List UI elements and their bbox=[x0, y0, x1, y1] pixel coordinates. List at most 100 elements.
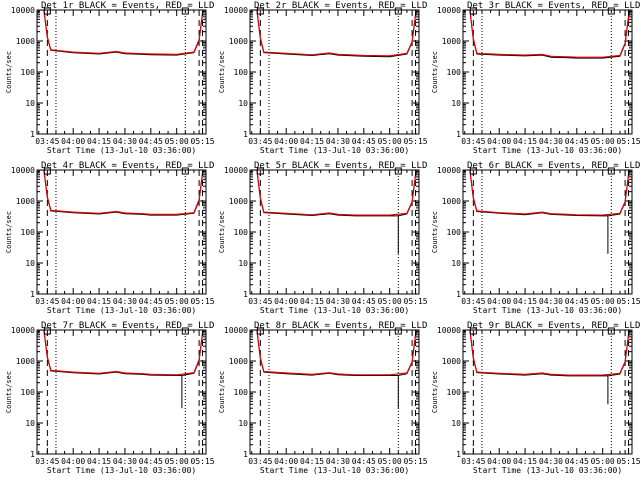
y-tick-label: 100 bbox=[447, 68, 462, 77]
chart-panel: Det 2r BLACK = Events, RED = LLD 1 10 100 10… bbox=[218, 1, 428, 155]
chart-panel: Det 6r BLACK = Events, RED = LLD 1 10 100 10… bbox=[431, 161, 640, 315]
x-tick-label: 05:00 bbox=[591, 457, 615, 466]
plot-area bbox=[250, 10, 418, 134]
y-tick-label: 10 bbox=[238, 259, 248, 268]
y-tick-label: 100 bbox=[234, 68, 249, 77]
plot-frame bbox=[36, 329, 207, 455]
x-tick-label: 04:30 bbox=[113, 137, 137, 146]
chart-panel: Det 3r BLACK = Events, RED = LLD 1 10 100 10… bbox=[431, 1, 640, 155]
x-tick-label: 04:00 bbox=[274, 137, 298, 146]
events-series-line bbox=[250, 170, 418, 254]
y-tick-label: 1 bbox=[243, 450, 248, 459]
y-axis-label: Counts/sec bbox=[431, 211, 439, 253]
x-tick-label: 04:15 bbox=[87, 137, 111, 146]
x-axis-label: Start Time (13-Jul-10 03:36:00) bbox=[473, 306, 622, 315]
x-tick-label: 05:15 bbox=[617, 137, 640, 146]
plot-area bbox=[250, 330, 418, 454]
y-tick-label: 10000 bbox=[224, 326, 248, 335]
x-axis-label: Start Time (13-Jul-10 03:36:00) bbox=[473, 466, 622, 475]
x-tick-label: 04:00 bbox=[487, 297, 511, 306]
y-tick-label: 100 bbox=[21, 228, 36, 237]
plot-frame bbox=[249, 329, 420, 455]
x-tick-label: 04:15 bbox=[513, 297, 537, 306]
plot-frame bbox=[249, 9, 420, 135]
x-tick-label: 04:15 bbox=[513, 457, 537, 466]
plot-area bbox=[37, 170, 205, 294]
x-tick-label: 03:45 bbox=[248, 137, 272, 146]
x-tick-label: 04:30 bbox=[539, 457, 563, 466]
y-tick-label: 10000 bbox=[224, 166, 248, 175]
y-tick-label: 1000 bbox=[442, 37, 461, 46]
y-tick-label: 10 bbox=[25, 259, 35, 268]
x-tick-label: 04:15 bbox=[513, 137, 537, 146]
plot-frame bbox=[36, 169, 207, 295]
x-tick-label: 05:15 bbox=[191, 297, 215, 306]
y-axis-label: Counts/sec bbox=[218, 211, 226, 253]
x-tick-label: 05:15 bbox=[617, 457, 640, 466]
chart-panel: Det 5r BLACK = Events, RED = LLD 1 10 100 10… bbox=[218, 161, 428, 315]
x-tick-label: 04:30 bbox=[113, 457, 137, 466]
events-series-line bbox=[463, 10, 631, 59]
x-tick-label: 05:00 bbox=[378, 137, 402, 146]
plot-frame bbox=[462, 169, 633, 295]
y-tick-label: 1 bbox=[30, 290, 35, 299]
chart-title: Det 8r BLACK = Events, RED = LLD bbox=[254, 321, 427, 331]
x-tick-label: 05:00 bbox=[591, 297, 615, 306]
x-tick-label: 04:30 bbox=[539, 297, 563, 306]
x-tick-label: 05:15 bbox=[404, 297, 428, 306]
x-axis-label: Start Time (13-Jul-10 03:36:00) bbox=[260, 466, 409, 475]
x-tick-label: 03:45 bbox=[248, 297, 272, 306]
y-tick-label: 100 bbox=[21, 388, 36, 397]
x-tick-label: 05:00 bbox=[378, 297, 402, 306]
y-tick-label: 10 bbox=[25, 419, 35, 428]
y-axis-label: Counts/sec bbox=[5, 211, 13, 253]
y-tick-label: 10000 bbox=[437, 6, 461, 15]
chart-title: Det 1r BLACK = Events, RED = LLD bbox=[41, 1, 214, 11]
chart-panel: Det 8r BLACK = Events, RED = LLD 1 10 100 10… bbox=[218, 321, 428, 475]
x-axis-label: Start Time (13-Jul-10 03:36:00) bbox=[47, 466, 196, 475]
y-axis-label: Counts/sec bbox=[5, 371, 13, 413]
y-axis-label: Counts/sec bbox=[431, 51, 439, 93]
y-tick-label: 1 bbox=[30, 130, 35, 139]
lld-series-line bbox=[250, 170, 418, 216]
x-tick-label: 05:00 bbox=[165, 457, 189, 466]
y-tick-label: 1000 bbox=[442, 197, 461, 206]
chart-title: Det 6r BLACK = Events, RED = LLD bbox=[467, 161, 640, 171]
lld-series-line bbox=[250, 10, 418, 57]
lld-series-line bbox=[463, 330, 631, 376]
events-series-line bbox=[37, 330, 205, 409]
x-tick-label: 04:15 bbox=[300, 297, 324, 306]
x-axis-label: Start Time (13-Jul-10 03:36:00) bbox=[260, 146, 409, 155]
x-tick-label: 05:15 bbox=[191, 137, 215, 146]
y-tick-label: 10 bbox=[238, 99, 248, 108]
x-tick-label: 05:00 bbox=[378, 457, 402, 466]
plot-frame bbox=[36, 9, 207, 135]
chart-title: Det 3r BLACK = Events, RED = LLD bbox=[467, 1, 640, 11]
y-axis-label: Counts/sec bbox=[5, 51, 13, 93]
chart-panel: Det 1r BLACK = Events, RED = LLD 1 10 100 10… bbox=[5, 1, 215, 155]
y-tick-label: 1 bbox=[456, 130, 461, 139]
x-tick-label: 04:15 bbox=[87, 457, 111, 466]
chart-title: Det 5r BLACK = Events, RED = LLD bbox=[254, 161, 427, 171]
lld-series-line bbox=[37, 10, 205, 56]
y-tick-label: 100 bbox=[21, 68, 36, 77]
x-tick-label: 04:45 bbox=[139, 137, 163, 146]
y-tick-label: 10000 bbox=[11, 166, 35, 175]
x-tick-label: 05:15 bbox=[404, 457, 428, 466]
y-tick-label: 1000 bbox=[229, 197, 248, 206]
y-tick-label: 1 bbox=[456, 290, 461, 299]
plot-area bbox=[37, 10, 205, 134]
plot-frame bbox=[249, 169, 420, 295]
chart-title: Det 2r BLACK = Events, RED = LLD bbox=[254, 1, 427, 11]
events-series-line bbox=[37, 10, 205, 56]
lld-series-line bbox=[37, 330, 205, 376]
x-tick-label: 05:15 bbox=[617, 297, 640, 306]
x-tick-label: 04:00 bbox=[274, 297, 298, 306]
y-tick-label: 1000 bbox=[16, 197, 35, 206]
y-tick-label: 10 bbox=[451, 419, 461, 428]
y-tick-label: 100 bbox=[234, 228, 249, 237]
x-axis-label: Start Time (13-Jul-10 03:36:00) bbox=[260, 306, 409, 315]
plot-area bbox=[463, 330, 631, 454]
y-tick-label: 10000 bbox=[11, 6, 35, 15]
x-tick-label: 04:30 bbox=[326, 457, 350, 466]
